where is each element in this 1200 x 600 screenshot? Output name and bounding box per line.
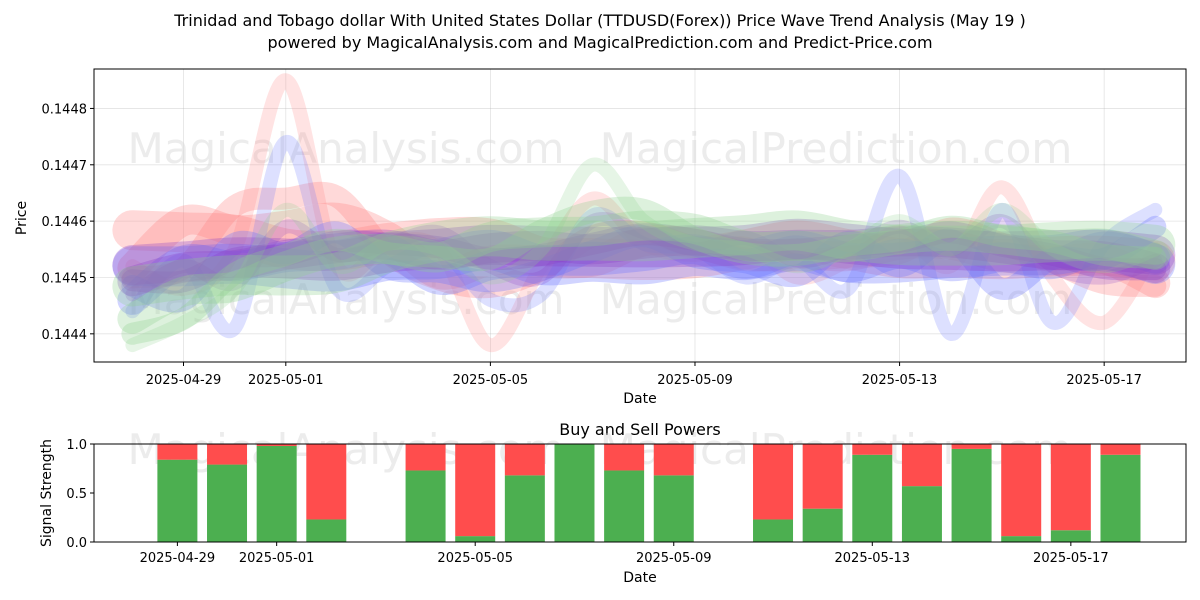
price-plot-border xyxy=(93,68,1187,363)
price-y-tick-label: 0.1444 xyxy=(42,328,88,343)
sell-bar xyxy=(157,444,198,460)
figure-title-line2: powered by MagicalAnalysis.com and Magic… xyxy=(267,33,932,52)
buy-bar xyxy=(157,459,198,542)
buy-bar xyxy=(1100,454,1141,542)
buy-bar xyxy=(802,508,843,542)
buy-bar xyxy=(1050,530,1091,542)
sell-bar xyxy=(207,444,248,465)
sell-bar xyxy=(1050,444,1091,531)
buy-sell-title: Buy and Sell Powers xyxy=(559,420,721,439)
buy-bar xyxy=(604,470,645,542)
price-wave-band xyxy=(112,229,1176,292)
sell-bar xyxy=(455,444,496,537)
price-x-tick-label: 2025-05-13 xyxy=(862,373,938,388)
buy-sell-x-axis-label: Date xyxy=(623,570,656,586)
buy-sell-x-tick-label: 2025-05-13 xyxy=(835,551,911,566)
price-x-tick-label: 2025-04-29 xyxy=(146,373,222,388)
sell-bar xyxy=(256,444,297,446)
buy-sell-x-ticks: 2025-04-29 2025-05-01 2025-05-05 2025-05-09… xyxy=(140,542,1109,566)
buy-sell-y-tick-label: 0.5 xyxy=(66,487,87,502)
price-wave-band xyxy=(125,157,1163,353)
watermark-prediction-top: MagicalPrediction.com xyxy=(600,124,1073,173)
price-wave-band xyxy=(121,196,1167,345)
price-wave-band xyxy=(121,215,1167,313)
buy-bar xyxy=(306,519,347,542)
sell-bar xyxy=(753,444,794,520)
price-x-tick-label: 2025-05-17 xyxy=(1066,373,1142,388)
price-wave-band xyxy=(112,210,1176,281)
buy-bar xyxy=(951,448,992,542)
price-waves xyxy=(112,73,1176,353)
price-wave-red-wave xyxy=(112,73,1176,353)
sell-bar xyxy=(405,444,446,471)
buy-sell-y-axis-label: Signal Strength xyxy=(39,439,55,547)
buy-bar xyxy=(653,475,694,542)
buy-sell-y-tick-label: 0.0 xyxy=(66,536,87,551)
buy-bar xyxy=(753,519,794,542)
price-x-axis-label: Date xyxy=(623,391,656,407)
buy-bar xyxy=(455,536,496,542)
price-wave-band xyxy=(112,210,1176,307)
price-wave-band xyxy=(112,218,1176,286)
price-wave-green-wave xyxy=(112,157,1176,353)
sell-bar xyxy=(852,444,893,455)
sell-bar xyxy=(951,444,992,449)
buy-bar xyxy=(554,444,595,542)
price-wave-purple-wave xyxy=(112,212,1176,302)
buy-bar xyxy=(504,475,545,542)
buy-sell-x-tick-label: 2025-05-05 xyxy=(437,551,513,566)
price-y-tick-label: 0.1448 xyxy=(42,102,88,117)
buy-sell-x-tick-label: 2025-05-09 xyxy=(636,551,712,566)
price-wave-band xyxy=(125,73,1163,353)
sell-bar xyxy=(901,444,942,487)
price-wave-blue-wave xyxy=(112,135,1176,341)
buy-bar xyxy=(852,454,893,542)
price-x-tick-label: 2025-05-01 xyxy=(248,373,324,388)
price-wave-band xyxy=(117,202,1171,299)
buy-sell-y-ticks: 0.0 0.5 1.0 xyxy=(66,438,94,551)
buy-sell-x-tick-label: 2025-05-17 xyxy=(1033,551,1109,566)
sell-bar xyxy=(604,444,645,471)
price-wave-band xyxy=(121,221,1167,294)
price-y-tick-label: 0.1447 xyxy=(42,159,88,174)
buy-bar xyxy=(405,470,446,542)
buy-bar xyxy=(901,486,942,542)
price-wave-band xyxy=(121,181,1167,299)
price-plot-area xyxy=(94,69,1186,362)
price-y-tick-label: 0.1446 xyxy=(42,215,88,230)
watermark-analysis-mid: MagicalAnalysis.com xyxy=(128,275,565,324)
watermark-analysis-top: MagicalAnalysis.com xyxy=(128,124,565,173)
buy-sell-bars xyxy=(157,444,1141,542)
sell-bar xyxy=(653,444,694,476)
buy-bar xyxy=(1001,536,1042,542)
price-x-ticks: 2025-04-29 2025-05-01 2025-05-05 2025-05-09… xyxy=(146,362,1142,388)
price-wave-band xyxy=(117,231,1171,315)
price-y-axis-label: Price xyxy=(14,201,30,235)
sell-bar xyxy=(504,444,545,476)
figure-title-line1: Trinidad and Tobago dollar With United S… xyxy=(173,11,1025,30)
price-x-tick-label: 2025-05-09 xyxy=(657,373,733,388)
buy-sell-chart: Buy and Sell Powers MagicalAnalysis.com … xyxy=(39,420,1187,586)
buy-sell-y-tick-label: 1.0 xyxy=(66,438,87,453)
price-grid xyxy=(94,69,1186,362)
buy-sell-x-tick-label: 2025-04-29 xyxy=(140,551,216,566)
sell-bar xyxy=(306,444,347,520)
price-wave-band xyxy=(117,210,1171,334)
price-wave-band xyxy=(125,212,1163,302)
price-y-tick-label: 0.1445 xyxy=(42,271,88,286)
price-x-tick-label: 2025-05-05 xyxy=(453,373,529,388)
sell-bar xyxy=(1100,444,1141,455)
buy-sell-x-tick-label: 2025-05-01 xyxy=(239,551,315,566)
watermark-prediction-mid: MagicalPrediction.com xyxy=(600,275,1073,324)
buy-bar xyxy=(207,464,248,542)
price-chart: MagicalAnalysis.com MagicalPrediction.co… xyxy=(14,68,1187,407)
price-y-ticks: 0.1444 0.1445 0.1446 0.1447 0.1448 xyxy=(42,102,94,343)
price-wave-band xyxy=(125,135,1163,341)
sell-bar xyxy=(1001,444,1042,537)
sell-bar xyxy=(802,444,843,509)
buy-bar xyxy=(256,445,297,542)
price-wave-band xyxy=(117,225,1171,297)
